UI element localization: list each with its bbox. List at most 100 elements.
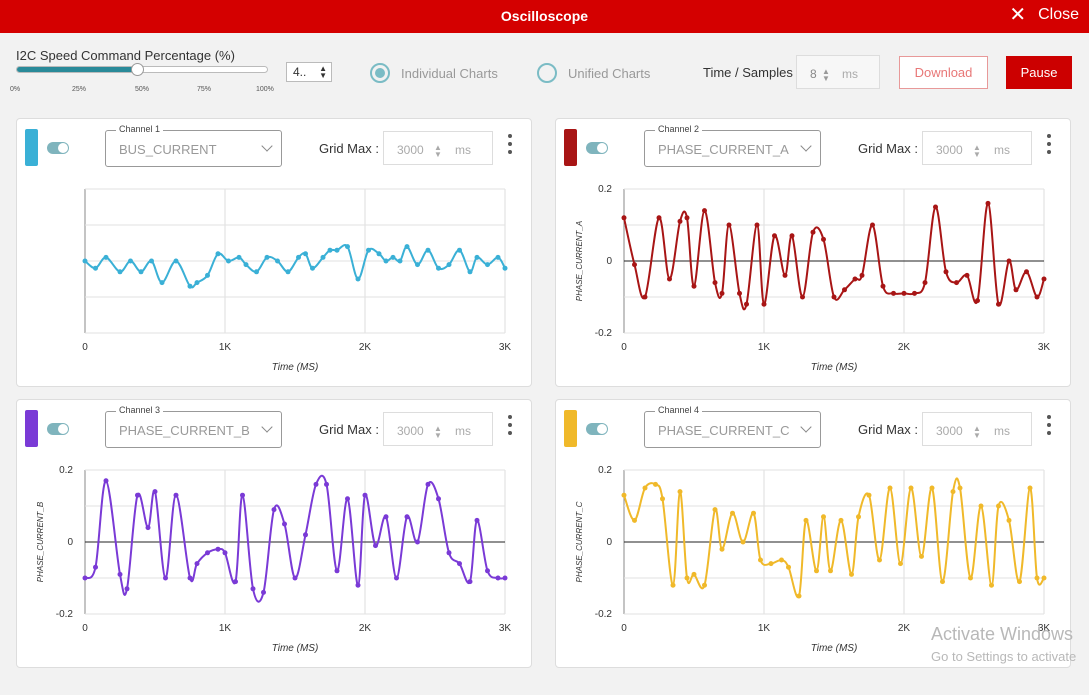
- channel-toggle[interactable]: [47, 142, 69, 154]
- radio-unified-charts[interactable]: Unified Charts: [537, 63, 650, 83]
- grid-max-input[interactable]: 3000 ▲ ▼ ms: [383, 131, 493, 165]
- grid-max-value: 3000: [397, 424, 424, 438]
- x-tick-label: 1K: [219, 342, 232, 353]
- data-point: [737, 290, 742, 296]
- spinner-icon[interactable]: ▲ ▼: [319, 64, 327, 80]
- data-point: [82, 258, 88, 264]
- grid-max-unit: ms: [455, 143, 471, 157]
- data-point: [194, 561, 200, 567]
- channel-toggle[interactable]: [586, 423, 608, 435]
- spinner-icon[interactable]: ▲ ▼: [973, 143, 981, 159]
- data-point: [891, 290, 896, 296]
- data-point: [712, 507, 718, 513]
- time-samples-value: 8: [810, 67, 817, 81]
- x-tick-label: 1K: [758, 342, 771, 353]
- data-point: [943, 269, 949, 275]
- data-point: [502, 265, 508, 271]
- channel-select[interactable]: Channel 4 PHASE_CURRENT_C: [644, 405, 821, 448]
- close-icon[interactable]: ✕: [1009, 4, 1027, 26]
- radio-unchecked-icon[interactable]: [537, 63, 557, 83]
- data-point: [656, 215, 662, 221]
- data-point: [677, 218, 683, 224]
- channel-color-swatch: [25, 129, 38, 166]
- more-options-icon[interactable]: [508, 415, 512, 439]
- channel-select[interactable]: Channel 2 PHASE_CURRENT_A: [644, 124, 821, 167]
- close-label[interactable]: Close: [1038, 6, 1079, 23]
- grid-max-input[interactable]: 3000 ▲ ▼ ms: [383, 412, 493, 446]
- data-point: [446, 262, 452, 268]
- channel-color-swatch: [25, 410, 38, 447]
- data-point: [859, 272, 865, 278]
- speed-number-input[interactable]: 4.. ▲ ▼: [286, 62, 332, 82]
- data-point: [691, 571, 697, 577]
- data-point: [303, 251, 308, 257]
- data-point: [821, 236, 826, 242]
- channel-panel-1: Channel 1 BUS_CURRENT Grid Max : 3000 ▲ ▼…: [16, 118, 532, 387]
- data-point: [362, 492, 368, 498]
- data-point: [719, 290, 725, 296]
- data-point: [292, 575, 298, 581]
- close-button[interactable]: ✕ Close: [1009, 4, 1079, 26]
- data-point: [495, 254, 501, 260]
- channel-legend: Channel 3: [116, 405, 164, 415]
- data-point: [355, 276, 361, 282]
- channel-select[interactable]: Channel 3 PHASE_CURRENT_B: [105, 405, 282, 448]
- channel-2-chart: 0 1K 2K 3K 0.2 0 -0.2 Time (MS) PHASE_CURRENT_A: [575, 184, 1050, 373]
- spinner-icon[interactable]: ▲ ▼: [434, 424, 442, 440]
- more-options-icon[interactable]: [1047, 415, 1051, 439]
- radio-individual-charts[interactable]: Individual Charts: [370, 63, 498, 83]
- data-point: [334, 568, 340, 574]
- data-point: [954, 280, 959, 286]
- data-point: [485, 262, 490, 268]
- time-samples-label: Time / Samples: [703, 65, 793, 80]
- data-point: [968, 575, 973, 581]
- data-point: [964, 272, 970, 278]
- data-point: [415, 539, 420, 545]
- data-point: [667, 276, 672, 282]
- y-tick-label: 0.2: [598, 184, 612, 195]
- grid-max-unit: ms: [455, 424, 471, 438]
- data-point: [240, 492, 245, 498]
- channel-toggle[interactable]: [586, 142, 608, 154]
- channel-select[interactable]: Channel 1 BUS_CURRENT: [105, 124, 282, 167]
- download-button[interactable]: Download: [899, 56, 988, 89]
- data-point: [145, 525, 151, 531]
- data-point: [898, 561, 903, 567]
- radio-checked-icon[interactable]: [370, 63, 390, 83]
- x-tick-label: 0: [82, 342, 88, 353]
- data-point: [215, 546, 221, 552]
- y-axis-label: PHASE_CURRENT_C: [575, 501, 584, 582]
- channel-toggle[interactable]: [47, 423, 69, 435]
- grid-max-input[interactable]: 3000 ▲ ▼ ms: [922, 131, 1032, 165]
- pause-button[interactable]: Pause: [1006, 56, 1072, 89]
- data-point: [870, 222, 875, 228]
- time-samples-input[interactable]: 8 ▲ ▼ ms: [796, 55, 880, 89]
- speed-slider-fill: [17, 67, 137, 72]
- speed-slider[interactable]: [16, 63, 268, 76]
- spinner-icon[interactable]: ▲ ▼: [434, 143, 442, 159]
- data-point: [1034, 575, 1040, 581]
- series-line: [84, 244, 506, 289]
- more-options-icon[interactable]: [508, 134, 512, 158]
- radio-individual-label: Individual Charts: [401, 65, 498, 81]
- activation-watermark-title: Activate Windows: [931, 624, 1074, 644]
- data-point: [877, 557, 882, 563]
- spinner-icon[interactable]: ▲ ▼: [822, 67, 830, 83]
- speed-slider-thumb[interactable]: [131, 63, 144, 76]
- slider-tick: 75%: [197, 86, 212, 93]
- x-tick-label: 3K: [499, 342, 512, 353]
- grid-max-input[interactable]: 3000 ▲ ▼ ms: [922, 412, 1032, 446]
- y-axis-label: PHASE_CURRENT_B: [36, 501, 45, 582]
- more-options-icon[interactable]: [1047, 134, 1051, 158]
- data-point: [236, 254, 242, 260]
- data-point: [261, 589, 266, 595]
- data-point: [205, 272, 210, 278]
- data-point: [779, 557, 784, 563]
- data-point: [880, 283, 886, 289]
- data-point: [93, 265, 98, 271]
- data-point: [163, 575, 168, 581]
- data-point: [1041, 276, 1047, 282]
- data-point: [345, 244, 350, 250]
- spinner-icon[interactable]: ▲ ▼: [973, 424, 981, 440]
- data-point: [222, 550, 228, 556]
